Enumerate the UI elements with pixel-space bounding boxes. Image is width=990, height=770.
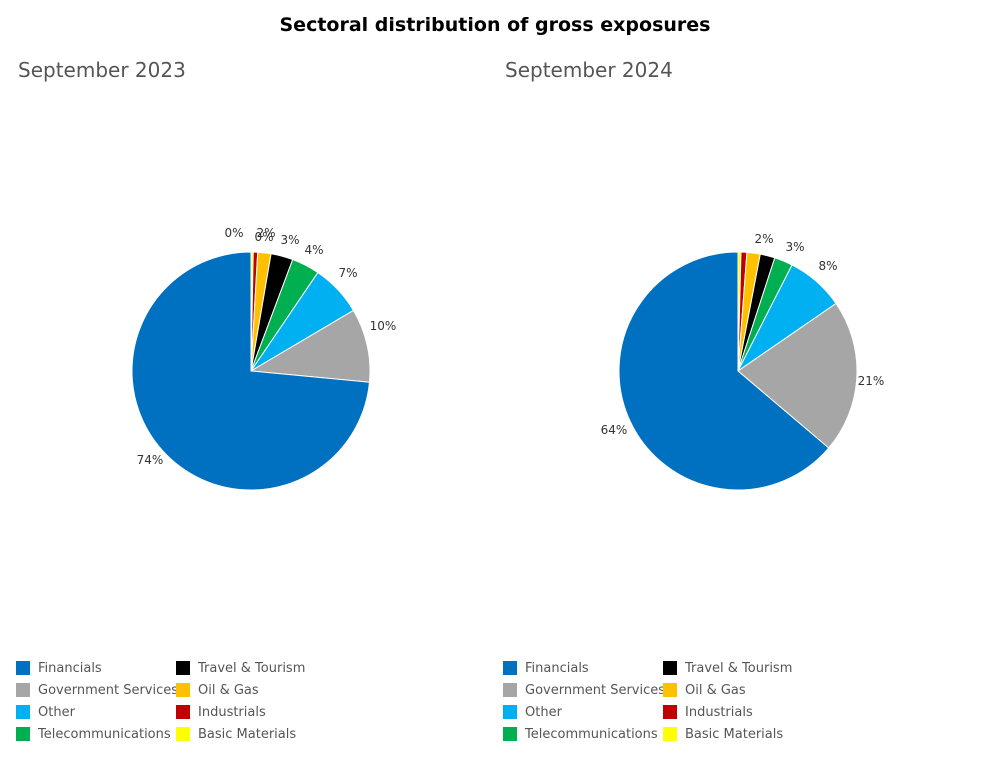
legend-swatch (16, 661, 30, 675)
legend-label: Other (525, 704, 562, 720)
slice-data-label: 7% (338, 266, 357, 280)
legend-item: Other (503, 704, 562, 720)
slice-data-label: 21% (858, 374, 885, 388)
pie-panel-2023: September 2023 0% 0% 2% 3% 4% 7% 10% 74% Financ… (0, 0, 490, 770)
legend-label: Travel & Tourism (198, 660, 306, 676)
legend-item: Government Services (503, 682, 665, 698)
legend-swatch (176, 661, 190, 675)
legend-item: Financials (503, 660, 589, 676)
legend-swatch (503, 661, 517, 675)
legend-swatch (176, 705, 190, 719)
legend-swatch (663, 727, 677, 741)
legend-swatch (176, 727, 190, 741)
slice-data-label: 2% (256, 226, 275, 240)
legend-label: Government Services (38, 682, 179, 698)
legend-swatch (663, 705, 677, 719)
legend-label: Telecommunications (38, 726, 171, 742)
legend-item: Telecommunications (16, 726, 171, 742)
slice-data-label: 3% (280, 233, 299, 247)
legend-swatch (663, 683, 677, 697)
pie-chart: 2% 3% 8% 21% 64% (601, 232, 885, 491)
legend-swatch (503, 705, 517, 719)
pie-slice-financials (618, 251, 830, 491)
slice-data-label: 0% (254, 230, 273, 244)
legend-item: Oil & Gas (663, 682, 746, 698)
legend-label: Travel & Tourism (685, 660, 793, 676)
legend-item: Industrials (176, 704, 266, 720)
pie-subtitle: September 2024 (505, 58, 673, 82)
legend-label: Financials (525, 660, 589, 676)
pie-slice-financials (131, 251, 371, 491)
legend-label: Basic Materials (685, 726, 784, 742)
pie-subtitle: September 2023 (18, 58, 186, 82)
legend-label: Financials (38, 660, 102, 676)
pie-slice-government-services (249, 309, 371, 383)
slice-data-label: 10% (370, 319, 397, 333)
legend-item: Travel & Tourism (663, 660, 792, 676)
legend-label: Oil & Gas (198, 682, 259, 698)
legend-swatch (16, 705, 30, 719)
legend-swatch (503, 683, 517, 697)
legend-label: Telecommunications (525, 726, 658, 742)
pie-slice-government-services (737, 302, 858, 449)
legend-swatch (503, 727, 517, 741)
slice-data-label: 2% (754, 232, 773, 246)
legend-item: Industrials (663, 704, 753, 720)
legend-item: Other (16, 704, 75, 720)
slice-data-label: 64% (601, 423, 628, 437)
legend-item: Telecommunications (503, 726, 658, 742)
slice-data-label: 4% (304, 243, 323, 257)
legend-item: Basic Materials (663, 726, 783, 742)
pie-chart: 0% 0%2% 3%4%7%10%74% (131, 226, 397, 491)
legend-item: Oil & Gas (176, 682, 259, 698)
pie-panel-2024: September 2024 2% 3% 8% 21% 64% Financials Go… (487, 0, 977, 770)
legend-label: Industrials (198, 704, 266, 720)
legend-swatch (16, 727, 30, 741)
legend-swatch (176, 683, 190, 697)
legend-label: Basic Materials (198, 726, 297, 742)
chart-title: Sectoral distribution of gross exposures (279, 14, 711, 36)
legend-item: Financials (16, 660, 102, 676)
legend-item: Travel & Tourism (176, 660, 305, 676)
slice-data-label: 0% (224, 226, 243, 240)
legend-label: Other (38, 704, 75, 720)
slice-data-label: 74% (137, 453, 164, 467)
legend-label: Oil & Gas (685, 682, 746, 698)
legend-item: Government Services (16, 682, 178, 698)
legend-label: Government Services (525, 682, 666, 698)
slice-data-label: 8% (818, 259, 837, 273)
legend-item: Basic Materials (176, 726, 296, 742)
legend-label: Industrials (685, 704, 753, 720)
slice-data-label: 3% (785, 240, 804, 254)
legend-swatch (663, 661, 677, 675)
legend-swatch (16, 683, 30, 697)
